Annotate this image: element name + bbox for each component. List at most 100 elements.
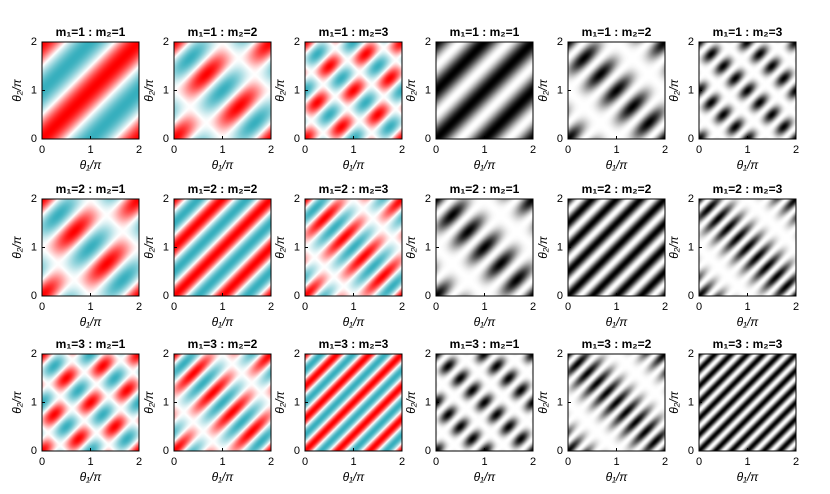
- panel-title: m₁=3 : m₂=3: [319, 337, 389, 351]
- x-tick-label: 2: [136, 301, 142, 313]
- x-tick-label: 0: [39, 456, 45, 468]
- y-tick-label: 1: [31, 396, 37, 408]
- x-tick-label: 2: [268, 301, 274, 313]
- x-axis-label: θ₁/π: [212, 470, 235, 484]
- x-tick-label: 0: [565, 144, 571, 156]
- x-axis-label: θ₁/π: [474, 470, 497, 484]
- y-tick-label: 2: [425, 193, 431, 205]
- y-tick-label: 0: [688, 445, 694, 457]
- x-tick-label: 0: [302, 144, 308, 156]
- y-tick-label: 0: [557, 445, 563, 457]
- y-axis-label: θ₂/π: [142, 235, 156, 258]
- y-tick-label: 1: [688, 84, 694, 96]
- x-tick-label: 1: [613, 144, 619, 156]
- x-axis-label: θ₁/π: [80, 158, 103, 172]
- y-tick-label: 2: [688, 193, 694, 205]
- y-axis-label: θ₂/π: [536, 390, 550, 413]
- y-tick-label: 2: [31, 36, 37, 48]
- x-axis-label: θ₁/π: [737, 315, 760, 329]
- panel-title: m₁=2 : m₂=3: [713, 182, 783, 196]
- x-axis-label: θ₁/π: [80, 315, 103, 329]
- x-tick-label: 1: [219, 301, 225, 313]
- y-axis-label: θ₂/π: [667, 235, 681, 258]
- panel-title: m₁=1 : m₂=3: [713, 25, 783, 39]
- heatmap-image: [699, 199, 796, 296]
- x-tick-label: 2: [268, 456, 274, 468]
- x-tick-label: 2: [268, 144, 274, 156]
- x-tick-label: 2: [793, 301, 799, 313]
- x-tick-label: 2: [399, 301, 405, 313]
- x-tick-label: 0: [433, 144, 439, 156]
- panel-title: m₁=1 : m₂=1: [450, 25, 520, 39]
- y-tick-label: 0: [294, 445, 300, 457]
- heatmap-image: [42, 354, 139, 451]
- x-tick-label: 0: [302, 301, 308, 313]
- y-axis-label: θ₂/π: [404, 390, 418, 413]
- x-tick-label: 0: [696, 456, 702, 468]
- x-axis-label: θ₁/π: [474, 158, 497, 172]
- x-tick-label: 1: [350, 144, 356, 156]
- panel-title: m₁=2 : m₂=3: [319, 182, 389, 196]
- y-tick-label: 2: [557, 348, 563, 360]
- x-tick-label: 1: [744, 301, 750, 313]
- heatmap-image: [436, 199, 533, 296]
- panel-title: m₁=2 : m₂=1: [56, 182, 126, 196]
- y-axis-label: θ₂/π: [536, 235, 550, 258]
- y-tick-label: 2: [425, 36, 431, 48]
- y-tick-label: 2: [31, 348, 37, 360]
- x-tick-label: 0: [171, 456, 177, 468]
- x-tick-label: 0: [171, 301, 177, 313]
- y-tick-label: 2: [163, 36, 169, 48]
- y-tick-label: 0: [31, 445, 37, 457]
- panel-title: m₁=1 : m₂=2: [188, 25, 258, 39]
- panel-title: m₁=2 : m₂=2: [582, 182, 652, 196]
- y-tick-label: 1: [31, 84, 37, 96]
- heatmap-image: [568, 199, 665, 296]
- heatmap-image: [305, 199, 402, 296]
- x-tick-label: 0: [565, 301, 571, 313]
- y-axis-label: θ₂/π: [10, 235, 24, 258]
- y-tick-label: 2: [294, 193, 300, 205]
- x-tick-label: 1: [219, 456, 225, 468]
- x-tick-label: 2: [136, 456, 142, 468]
- x-tick-label: 1: [350, 456, 356, 468]
- heatmap-image: [436, 42, 533, 139]
- heatmap-image: [568, 354, 665, 451]
- y-tick-label: 0: [425, 445, 431, 457]
- heatmap-image: [174, 354, 271, 451]
- x-tick-label: 1: [481, 456, 487, 468]
- y-tick-label: 2: [557, 36, 563, 48]
- x-axis-label: θ₁/π: [80, 470, 103, 484]
- x-tick-label: 0: [696, 301, 702, 313]
- x-tick-label: 2: [662, 456, 668, 468]
- y-tick-label: 0: [163, 290, 169, 302]
- x-axis-label: θ₁/π: [606, 315, 629, 329]
- x-axis-label: θ₁/π: [606, 158, 629, 172]
- y-tick-label: 2: [688, 36, 694, 48]
- y-axis-label: θ₂/π: [404, 78, 418, 101]
- y-tick-label: 0: [31, 290, 37, 302]
- x-tick-label: 2: [662, 144, 668, 156]
- y-tick-label: 0: [294, 133, 300, 145]
- x-tick-label: 2: [793, 144, 799, 156]
- x-tick-label: 2: [530, 301, 536, 313]
- y-tick-label: 0: [31, 133, 37, 145]
- y-tick-label: 0: [163, 445, 169, 457]
- heatmap-image: [436, 354, 533, 451]
- y-tick-label: 1: [425, 396, 431, 408]
- y-tick-label: 0: [425, 290, 431, 302]
- y-axis-label: θ₂/π: [10, 78, 24, 101]
- y-tick-label: 1: [163, 396, 169, 408]
- y-tick-label: 2: [163, 193, 169, 205]
- x-axis-label: θ₁/π: [737, 470, 760, 484]
- x-tick-label: 0: [302, 456, 308, 468]
- heatmap-image: [699, 354, 796, 451]
- y-tick-label: 2: [688, 348, 694, 360]
- y-axis-label: θ₂/π: [273, 390, 287, 413]
- y-tick-label: 1: [557, 396, 563, 408]
- x-tick-label: 1: [613, 301, 619, 313]
- y-tick-label: 1: [163, 241, 169, 253]
- panel-title: m₁=3 : m₂=2: [188, 337, 258, 351]
- y-tick-label: 1: [163, 84, 169, 96]
